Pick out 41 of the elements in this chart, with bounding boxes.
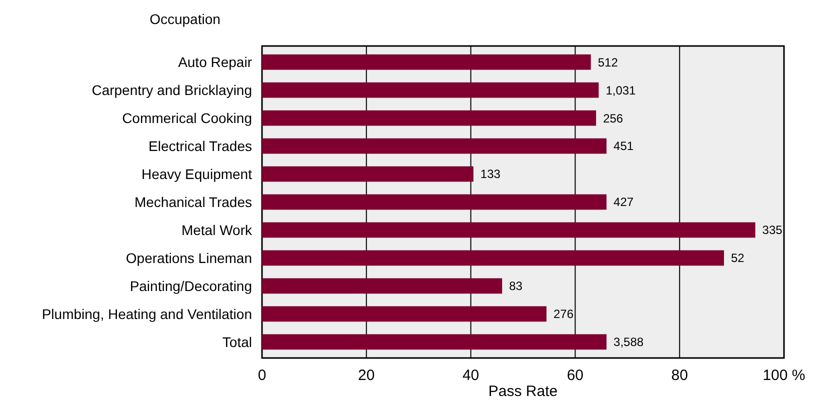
bar xyxy=(262,278,502,294)
y-tick-label: Mechanical Trades xyxy=(134,194,252,210)
x-tick-label: 0 xyxy=(258,367,266,384)
y-tick-label: Metal Work xyxy=(181,222,253,238)
annotation: 133 xyxy=(480,167,501,182)
bar xyxy=(262,54,591,70)
bar xyxy=(262,110,596,126)
annotation: 427 xyxy=(614,195,634,210)
bar xyxy=(262,334,607,350)
y-tick-label: Auto Repair xyxy=(178,54,252,70)
annotation: 256 xyxy=(603,111,624,126)
annotation: 3,588 xyxy=(614,335,644,350)
y-axis-title: Occupation xyxy=(150,11,220,27)
annotation: 83 xyxy=(509,279,523,294)
bar xyxy=(262,138,607,154)
bar xyxy=(262,166,474,182)
y-tick-label: Total xyxy=(222,334,252,350)
bar xyxy=(262,306,546,322)
x-tick-label: 80 xyxy=(671,367,688,384)
annotation: 512 xyxy=(598,55,618,70)
y-tick-label: Heavy Equipment xyxy=(141,166,252,182)
annotation: 52 xyxy=(730,251,745,266)
annotation: 451 xyxy=(614,139,634,154)
y-tick-label: Painting/Decorating xyxy=(130,278,252,294)
bar xyxy=(262,194,607,210)
bar xyxy=(262,222,756,238)
y-tick-label: Carpentry and Bricklaying xyxy=(92,82,252,98)
y-tick-label: Plumbing, Heating and Ventilation xyxy=(42,306,252,322)
x-tick-label: 100 % xyxy=(762,367,806,384)
y-tick-label: Electrical Trades xyxy=(148,138,252,154)
annotation: 276 xyxy=(553,307,574,322)
y-tick-label: Commerical Cooking xyxy=(122,110,252,126)
x-tick-label: 20 xyxy=(358,367,375,384)
annotation: 1,031 xyxy=(606,83,636,98)
x-tick-label: 40 xyxy=(462,367,480,384)
annotation: 335 xyxy=(762,223,783,238)
bar xyxy=(262,82,599,98)
bar xyxy=(262,250,724,266)
x-axis-title: Pass Rate xyxy=(488,383,558,400)
x-tick-label: 60 xyxy=(566,367,584,384)
y-tick-label: Operations Lineman xyxy=(126,250,252,266)
